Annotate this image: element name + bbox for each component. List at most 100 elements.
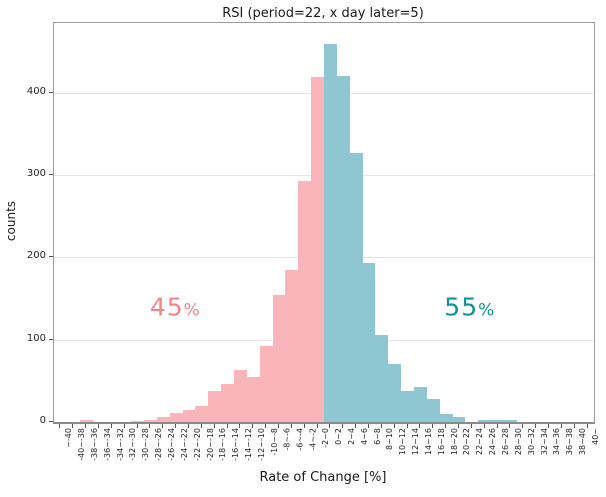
xtick-label-12~14: 12~14 (411, 428, 421, 456)
histogram-bar--8~-6 (272, 294, 286, 422)
histogram-bar--6~-4 (285, 269, 299, 422)
annotation-45-percent: 45% (149, 292, 200, 322)
xtick-label--2~0: -2~0 (321, 428, 331, 448)
plot-area: 45% 55% (53, 22, 595, 424)
xtick-label--30~-28: -30~-28 (141, 428, 151, 461)
histogram-bar-12~14 (401, 390, 414, 422)
xtick-mark-34~36 (548, 424, 549, 428)
xtick-label-10~12: 10~12 (398, 428, 408, 456)
xtick-label-14~16: 14~16 (423, 428, 433, 456)
xtick-label--6~-4: -6~-4 (295, 428, 305, 451)
xtick-mark-18~20 (445, 424, 447, 428)
ytick-mark-0 (49, 421, 53, 422)
histogram-bar-18~20 (439, 413, 453, 422)
histogram-bar-4~6 (349, 152, 363, 422)
xtick-mark--16~-14 (226, 424, 228, 428)
xtick-label--12~-10: -12~-10 (256, 428, 266, 461)
xtick-label-34~36: 34~36 (552, 428, 562, 456)
xtick-label-0~2: 0~2 (333, 428, 343, 445)
histogram-bar--24~-22 (169, 412, 183, 422)
xtick-mark--10~-8 (265, 424, 267, 428)
xtick-label--22~-20: -22~-20 (192, 428, 202, 461)
xtick-label-18~20: 18~20 (449, 428, 459, 456)
xtick-label--38~-36: -38~-36 (89, 428, 99, 461)
xtick-mark-12~14 (406, 424, 408, 428)
annotation-55-percent: 55% (444, 292, 495, 322)
xtick-label--36~-34: -36~-34 (102, 428, 112, 461)
ytick-mark-100 (49, 338, 53, 340)
xtick-label-32~34: 32~34 (539, 428, 549, 456)
histogram-bar--14~-12 (234, 370, 247, 422)
xtick-mark--26~-24 (162, 424, 164, 428)
xtick-label--8~-6: -8~-6 (282, 428, 292, 451)
ytick-label-400: 400 (26, 85, 46, 97)
xtick-label-20~22: 20~22 (462, 428, 472, 456)
xtick-label-16~18: 16~18 (436, 428, 446, 456)
histogram-bar-24~26 (478, 419, 492, 422)
histogram-bar-0~2 (324, 43, 337, 422)
y-axis-label: counts (4, 200, 18, 242)
histogram-bar--2~0 (311, 77, 324, 422)
xtick-mark-22~24 (470, 424, 472, 428)
xtick-mark--14~-12 (239, 424, 241, 428)
xtick-label-40~: 40~ (591, 428, 601, 445)
histogram-bar-8~10 (375, 334, 389, 422)
ytick-mark-300 (49, 174, 53, 176)
xtick-mark-28~30 (509, 424, 511, 428)
xtick-mark--6~-4 (290, 424, 292, 428)
histogram-bar-14~16 (414, 387, 427, 422)
xtick-mark--40~-38 (72, 424, 74, 428)
histogram-bar-26~28 (491, 419, 504, 422)
xtick-mark-36~38 (560, 424, 562, 428)
xtick-label-8~10: 8~10 (385, 428, 395, 450)
xtick-mark-26~28 (496, 424, 498, 428)
xtick-mark--38~-36 (85, 424, 87, 428)
histogram-bar-6~8 (362, 263, 376, 422)
histogram-bar--12~-10 (246, 376, 260, 422)
xtick-mark-0~2 (329, 424, 331, 428)
xtick-mark--12~-10 (252, 424, 254, 428)
xtick-mark--18~-16 (213, 424, 215, 428)
xtick-mark-38~40 (573, 424, 575, 428)
histogram-bar--10~-8 (259, 345, 273, 422)
xtick-label--34~-32: -34~-32 (115, 428, 125, 461)
xtick-label-28~30: 28~30 (513, 428, 523, 456)
histogram-bar-28~30 (504, 419, 517, 422)
histogram-bar--20~-18 (195, 406, 209, 422)
xtick-label--20~-18: -20~-18 (205, 428, 215, 461)
ytick-mark-200 (49, 256, 53, 258)
xtick-label-6~8: 6~8 (372, 428, 382, 445)
xtick-label--16~-14: -16~-14 (231, 428, 241, 461)
xtick-mark--24~-22 (175, 424, 177, 428)
xtick-label--40~-38: -40~-38 (76, 428, 86, 461)
ytick-label-200: 200 (26, 250, 46, 262)
xtick-label-22~24: 22~24 (475, 428, 485, 456)
xtick-mark--8~-6 (278, 424, 279, 428)
xtick-mark--2~0 (316, 424, 318, 428)
xtick-label-30~32: 30~32 (526, 428, 536, 456)
histogram-bar--16~-14 (221, 384, 234, 422)
histogram-bar-10~12 (388, 364, 402, 422)
xtick-mark-32~34 (535, 424, 537, 428)
xtick-mark--20~-18 (200, 424, 202, 428)
xtick-mark--32~-30 (123, 424, 125, 428)
xtick-mark--36~-34 (98, 424, 99, 428)
ytick-label-100: 100 (26, 332, 46, 344)
xtick-label-26~28: 26~28 (501, 428, 511, 456)
xtick-mark--34~-32 (110, 424, 112, 428)
xtick-label--24~-22: -24~-22 (179, 428, 189, 461)
xtick-mark-2~4 (342, 424, 344, 428)
xtick-label-24~26: 24~26 (488, 428, 498, 456)
xtick-mark-20~22 (458, 424, 459, 428)
histogram-bar--4~-2 (298, 180, 312, 422)
chart-title: RSI (period=22, x day later=5) (222, 6, 424, 21)
xtick-mark-30~32 (522, 424, 524, 428)
xtick-mark-10~12 (393, 424, 395, 428)
xtick-mark--22~-20 (188, 424, 189, 428)
histogram-bar--38~-36 (79, 420, 93, 422)
xtick-mark-14~16 (419, 424, 421, 428)
xtick-mark--28~-26 (149, 424, 151, 428)
xtick-label--10~-8: -10~-8 (269, 428, 279, 456)
xtick-label-36~38: 36~38 (565, 428, 575, 456)
histogram-bar--18~-16 (208, 390, 222, 422)
